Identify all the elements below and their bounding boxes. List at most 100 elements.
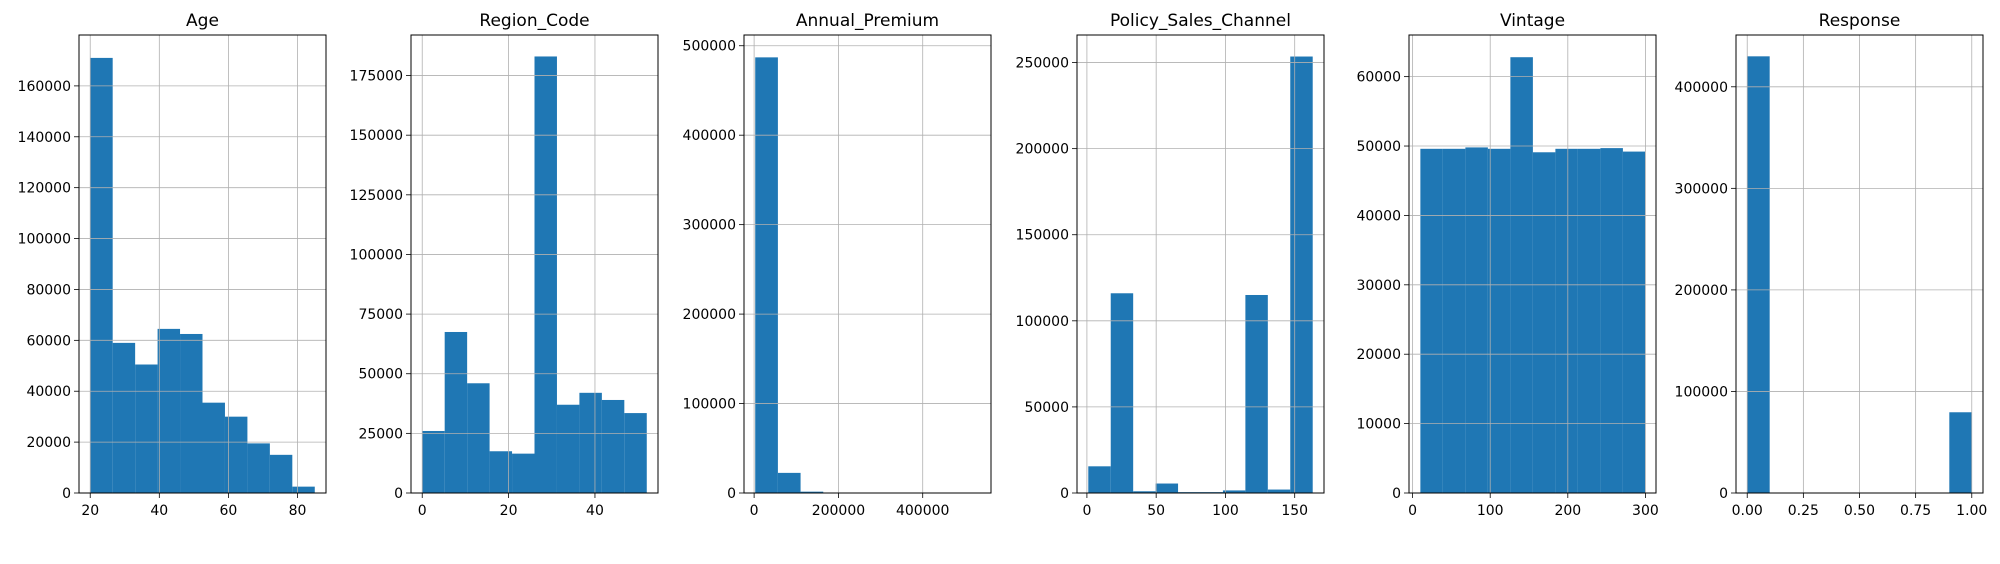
axes-frame	[1735, 34, 1984, 494]
y-tick-label: 20000	[26, 435, 71, 451]
y-tick-label: 200000	[1675, 283, 1728, 299]
histogram-bar	[422, 430, 445, 493]
x-tick-label: 0	[1408, 503, 1417, 519]
histogram-bar	[1555, 148, 1578, 493]
x-tick-label: 20	[81, 503, 99, 519]
x-tick-label: 80	[289, 503, 307, 519]
histogram-bar	[135, 364, 158, 493]
y-tick-label: 100000	[1675, 384, 1728, 400]
x-tick-label: 0.25	[1788, 503, 1819, 519]
panel-title: Region_Code	[479, 11, 589, 31]
panel-annual-premium: Annual_Premium 0 100000 200000 300000 400000…	[683, 11, 992, 519]
x-tick-label: 100	[1212, 503, 1239, 519]
panel-age: Age 0 20000 40000 60000 80000 100000 120000 140…	[18, 11, 327, 519]
x-tick-label: 40	[586, 503, 604, 519]
histogram-bar	[777, 472, 801, 493]
y-tick-label: 175000	[350, 69, 403, 85]
y-tick-label: 160000	[18, 79, 71, 95]
y-tick-label: 50000	[1024, 400, 1069, 416]
x-tick-label: 0	[750, 503, 759, 519]
y-tick-label: 200000	[683, 307, 736, 323]
y-tick-label: 100000	[18, 232, 71, 248]
histogram-bar	[224, 416, 248, 493]
histogram-bar	[1245, 294, 1268, 493]
y-tick-label: 200000	[1016, 142, 1069, 158]
histogram-bar	[1222, 490, 1246, 493]
x-tick-label: 0	[1082, 503, 1091, 519]
panel-title: Response	[1819, 11, 1901, 31]
histogram-bar	[292, 486, 315, 493]
panel-response: Response 0 100000 200000 300000 400000 0.00 0.…	[1675, 11, 1988, 519]
x-tick-label: 60	[219, 503, 237, 519]
y-tick-label: 50000	[1356, 139, 1401, 155]
x-tick-label: 1.00	[1956, 503, 1987, 519]
y-tick-label: 125000	[350, 188, 403, 204]
histogram-bar	[444, 331, 468, 493]
x-tick-label: 40	[150, 503, 168, 519]
histogram-bar	[1420, 148, 1443, 493]
axes-frame	[1076, 34, 1325, 494]
histogram-bar	[467, 383, 490, 493]
histogram-bar	[1600, 148, 1623, 493]
y-tick-label: 300000	[683, 218, 736, 234]
x-tick-label: 200000	[812, 503, 865, 519]
histogram-bar	[1110, 293, 1134, 493]
panel-title: Vintage	[1500, 11, 1565, 31]
histogram-bar	[1133, 491, 1156, 493]
histogram-bar	[247, 443, 270, 493]
x-tick-label: 100	[1477, 503, 1504, 519]
histogram-bar	[1532, 152, 1556, 493]
y-tick-label: 0	[727, 486, 736, 502]
y-tick-label: 25000	[358, 426, 403, 442]
x-tick-label: 20	[500, 503, 518, 519]
histogram-bar	[512, 453, 535, 493]
histogram-bar	[90, 57, 113, 494]
x-tick-label: 300	[1632, 503, 1659, 519]
histogram-bar	[180, 333, 203, 493]
x-tick-label: 0.50	[1844, 503, 1875, 519]
y-tick-label: 75000	[358, 307, 403, 323]
axes-frame	[1408, 34, 1657, 494]
x-tick-label: 400000	[896, 503, 949, 519]
histogram-bar	[489, 451, 513, 493]
y-tick-label: 0	[1060, 486, 1069, 502]
y-tick-label: 20000	[1356, 347, 1401, 363]
histogram-bar	[1487, 148, 1511, 493]
y-tick-label: 150000	[350, 128, 403, 144]
histogram-bar	[1155, 483, 1179, 493]
y-tick-label: 250000	[1016, 56, 1069, 72]
x-tick-label: 0.75	[1900, 503, 1931, 519]
histogram-bar	[624, 413, 647, 493]
x-tick-label: 200	[1554, 503, 1581, 519]
y-tick-label: 140000	[18, 130, 71, 146]
histogram-bar	[579, 392, 602, 493]
histogram-bar	[1622, 151, 1646, 493]
y-tick-label: 300000	[1675, 181, 1728, 197]
y-tick-label: 30000	[1356, 278, 1401, 294]
y-tick-label: 60000	[1356, 70, 1401, 86]
histogram-bar	[1088, 466, 1111, 493]
panel-policy-sales-channel: Policy_Sales_Channel 0 50000 100000 150000 2…	[1016, 11, 1325, 519]
panel-region-code: Region_Code 0 25000 50000 75000 100000 125000…	[350, 11, 659, 519]
y-tick-label: 40000	[1356, 208, 1401, 224]
x-tick-label: 50	[1147, 503, 1165, 519]
y-tick-label: 400000	[683, 128, 736, 144]
panel-title: Annual_Premium	[796, 11, 939, 31]
x-tick-label: 150	[1281, 503, 1308, 519]
histogram-bar	[1267, 489, 1291, 493]
histogram-bar	[112, 342, 136, 493]
x-tick-label: 0	[418, 503, 427, 519]
y-tick-label: 120000	[18, 181, 71, 197]
y-tick-label: 400000	[1675, 80, 1728, 96]
histogram-bar	[1465, 147, 1488, 493]
panel-title: Policy_Sales_Channel	[1110, 11, 1291, 31]
axes-frame	[743, 34, 992, 494]
y-tick-label: 50000	[358, 367, 403, 383]
y-tick-label: 80000	[26, 282, 71, 298]
y-tick-label: 100000	[1016, 314, 1069, 330]
axes-frame	[410, 34, 659, 494]
histogram-bar	[534, 56, 557, 493]
histogram-bar	[1577, 148, 1601, 493]
histogram-bar	[1949, 412, 1972, 493]
y-tick-label: 10000	[1356, 417, 1401, 433]
